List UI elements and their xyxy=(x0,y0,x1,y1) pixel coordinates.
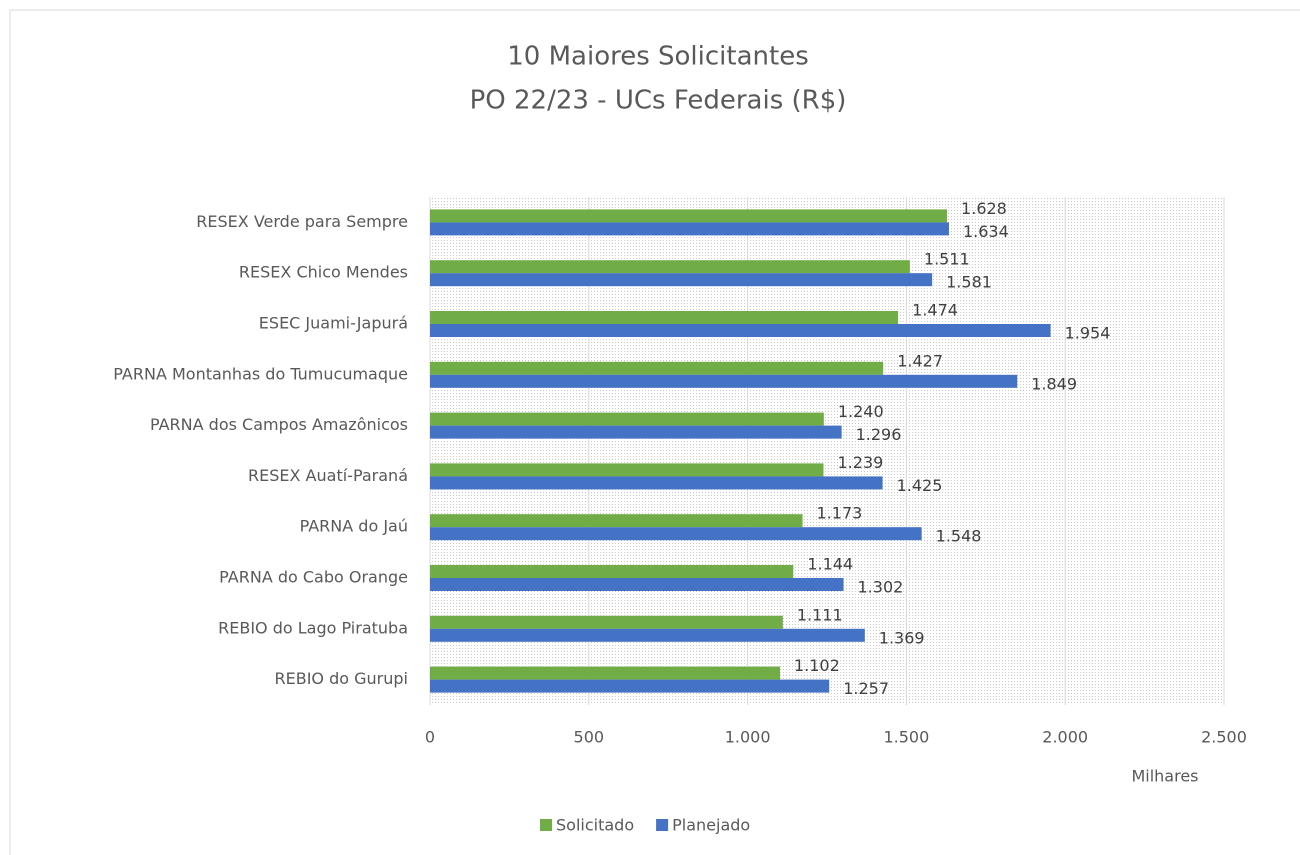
bar xyxy=(430,412,824,426)
x-tick-label: 2.500 xyxy=(1201,728,1247,747)
y-tick-label: PARNA do Jaú xyxy=(300,517,408,536)
value-label: 1.173 xyxy=(817,504,863,523)
bar xyxy=(430,476,883,490)
y-tick-label: REBIO do Gurupi xyxy=(275,669,409,688)
x-tick-label: 2.000 xyxy=(1042,728,1088,747)
bar xyxy=(430,527,922,541)
value-label: 1.302 xyxy=(858,578,904,597)
value-label: 1.427 xyxy=(897,351,943,370)
value-label: 1.548 xyxy=(936,527,982,546)
bar xyxy=(430,374,1018,388)
chart-frame xyxy=(9,9,1300,855)
bar xyxy=(430,222,949,236)
x-tick-label: 1.000 xyxy=(725,728,771,747)
value-label: 1.581 xyxy=(946,273,992,292)
value-label: 1.425 xyxy=(897,476,943,495)
legend-label: Solicitado xyxy=(556,816,634,835)
bar xyxy=(430,666,780,680)
value-label: 1.369 xyxy=(879,628,925,647)
bar xyxy=(430,628,865,642)
legend-swatch xyxy=(656,819,669,831)
y-tick-label: PARNA do Cabo Orange xyxy=(219,568,408,587)
x-tick-label: 0 xyxy=(425,728,435,747)
chart-subtitle: PO 22/23 - UCs Federais (R$) xyxy=(470,86,847,116)
y-tick-label: RESEX Chico Mendes xyxy=(239,263,408,282)
legend-label: Planejado xyxy=(672,816,750,835)
x-tick-label: 1.500 xyxy=(883,728,929,747)
bar xyxy=(430,260,910,274)
bar xyxy=(430,578,844,591)
bar xyxy=(430,514,803,528)
value-label: 1.511 xyxy=(924,250,970,269)
y-tick-label: RESEX Auatí-Paraná xyxy=(248,466,408,485)
value-label: 1.240 xyxy=(838,402,884,421)
y-tick-label: PARNA dos Campos Amazônicos xyxy=(150,415,408,434)
bar xyxy=(430,311,899,324)
value-label: 1.111 xyxy=(797,605,843,624)
y-tick-label: REBIO do Lago Piratuba xyxy=(218,618,408,637)
value-label: 1.634 xyxy=(963,222,1009,241)
x-tick-label: 500 xyxy=(574,728,605,747)
value-label: 1.257 xyxy=(843,679,889,698)
value-label: 1.239 xyxy=(838,453,884,472)
bar xyxy=(430,273,933,287)
value-label: 1.849 xyxy=(1031,374,1077,393)
y-tick-label: PARNA Montanhas do Tumucumaque xyxy=(113,364,408,383)
bar xyxy=(430,565,794,578)
bar xyxy=(430,361,884,375)
value-label: 1.474 xyxy=(912,301,958,320)
x-axis-label: Milhares xyxy=(1131,767,1198,786)
bar xyxy=(430,324,1051,337)
bar xyxy=(430,209,948,223)
bar xyxy=(430,679,830,693)
value-label: 1.954 xyxy=(1065,324,1111,343)
bar xyxy=(430,615,783,629)
value-label: 1.102 xyxy=(794,656,840,675)
chart-title: 10 Maiores Solicitantes xyxy=(507,42,809,72)
value-label: 1.296 xyxy=(856,425,902,444)
bar xyxy=(430,463,824,477)
value-label: 1.628 xyxy=(961,199,1007,218)
bar xyxy=(430,425,842,439)
value-label: 1.144 xyxy=(807,555,853,574)
y-tick-label: RESEX Verde para Sempre xyxy=(196,212,408,231)
y-tick-label: ESEC Juami-Japurá xyxy=(259,314,408,333)
legend-swatch xyxy=(540,819,552,831)
